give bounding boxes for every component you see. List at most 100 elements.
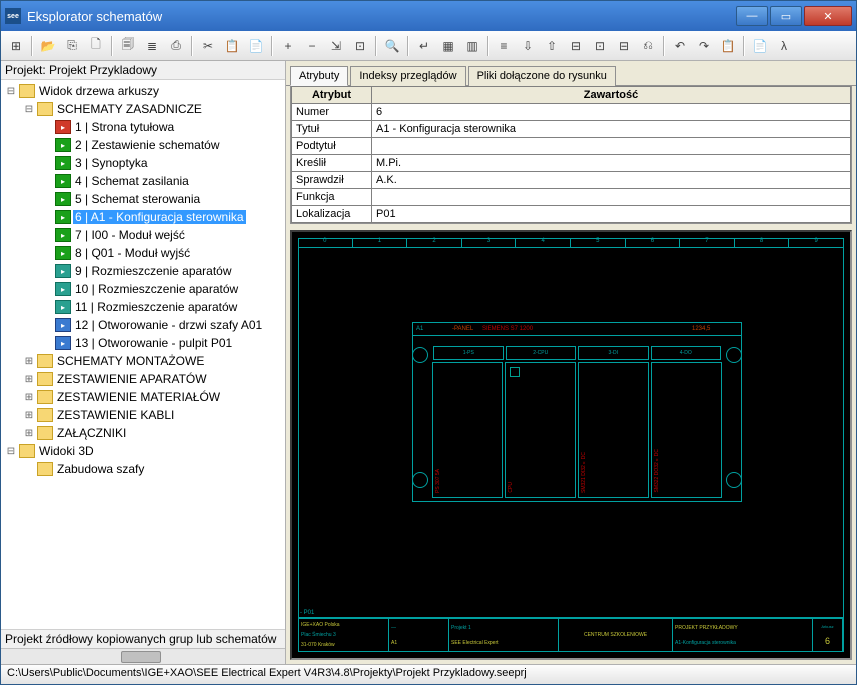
tree-item[interactable]: ▸6 | A1 - Konfiguracja sterownika [1, 208, 285, 226]
h-scrollbar[interactable] [1, 648, 285, 664]
tree-item[interactable]: ⊞ZAŁĄCZNIKI [1, 424, 285, 442]
tree-label: Widok drzewa arkuszy [37, 84, 161, 98]
tree-item[interactable]: ▸4 | Schemat zasilania [1, 172, 285, 190]
toolbar-button[interactable]: ⇧ [541, 35, 563, 57]
attr-key: Kreślił [292, 155, 372, 172]
toolbar-button[interactable]: 📋 [717, 35, 739, 57]
collapse-icon[interactable]: ⊟ [5, 446, 17, 457]
attr-value[interactable]: 6 [372, 104, 851, 121]
attr-row[interactable]: TytułA1 - Konfiguracja sterownika [292, 121, 851, 138]
titlebar[interactable]: see Eksplorator schematów — ▭ ✕ [1, 1, 856, 31]
toolbar-button[interactable]: ⇲ [325, 35, 347, 57]
attr-row[interactable]: KreśliłM.Pi. [292, 155, 851, 172]
tree-item[interactable]: ▸3 | Synoptyka [1, 154, 285, 172]
attr-value[interactable] [372, 138, 851, 155]
toolbar-button[interactable]: − [301, 35, 323, 57]
attr-value[interactable]: M.Pi. [372, 155, 851, 172]
toolbar-button[interactable]: ⎌ [637, 35, 659, 57]
attr-value[interactable]: P01 [372, 206, 851, 223]
tab[interactable]: Atrybuty [290, 66, 348, 86]
toolbar-button[interactable]: ⊡ [349, 35, 371, 57]
toolbar-button[interactable]: ≣ [141, 35, 163, 57]
tree-item[interactable]: ▸1 | Strona tytułowa [1, 118, 285, 136]
toolbar-button[interactable]: ↶ [669, 35, 691, 57]
plc-slot: CPU [505, 362, 576, 498]
tree-item[interactable]: ▸12 | Otworowanie - drzwi szafy A01 [1, 316, 285, 334]
toolbar-button[interactable]: ↷ [693, 35, 715, 57]
drawing-preview[interactable]: 0123456789 A1 -PANEL SIEMENS S7 1200 123… [290, 230, 852, 660]
tree-item[interactable]: ▸10 | Rozmieszczenie aparatów [1, 280, 285, 298]
tree-item[interactable]: ▸8 | Q01 - Moduł wyjść [1, 244, 285, 262]
toolbar-button[interactable]: 📄 [245, 35, 267, 57]
collapse-icon[interactable]: ⊟ [5, 86, 17, 97]
tab[interactable]: Pliki dołączone do rysunku [468, 66, 616, 86]
toolbar-button[interactable]: ↵ [413, 35, 435, 57]
expand-icon[interactable]: ⊞ [23, 428, 35, 439]
tab[interactable]: Indeksy przeglądów [350, 66, 465, 86]
status-bar: C:\Users\Public\Documents\IGE+XAO\SEE El… [1, 664, 856, 684]
expand-icon[interactable]: ⊞ [23, 410, 35, 421]
close-button[interactable]: ✕ [804, 6, 852, 26]
toolbar-button[interactable]: + [277, 35, 299, 57]
toolbar-button[interactable]: λ [773, 35, 795, 57]
maximize-button[interactable]: ▭ [770, 6, 802, 26]
tree-label: 7 | I00 - Moduł wejść [73, 228, 187, 242]
toolbar-button[interactable]: ⊞ [5, 35, 27, 57]
tree-label: 9 | Rozmieszczenie aparatów [73, 264, 234, 278]
tree-view[interactable]: ⊟Widok drzewa arkuszy⊟SCHEMATY ZASADNICZ… [1, 80, 285, 629]
toolbar-button[interactable]: 📂 [37, 35, 59, 57]
tree-item[interactable]: ⊞ ZESTAWIENIE MATERIAŁÓW [1, 388, 285, 406]
toolbar-button[interactable]: ▥ [461, 35, 483, 57]
tree-item[interactable]: ⊞SCHEMATY MONTAŻOWE [1, 352, 285, 370]
tree-item[interactable]: ⊟SCHEMATY ZASADNICZE [1, 100, 285, 118]
tree-item[interactable]: ⊟Widoki 3D [1, 442, 285, 460]
sheet-icon: ▸ [55, 264, 71, 278]
toolbar-button[interactable]: ⇩ [517, 35, 539, 57]
scroll-thumb[interactable] [121, 651, 161, 663]
toolbar-button[interactable]: 🗐 [117, 35, 139, 57]
toolbar-button[interactable]: 🗋 [85, 35, 107, 57]
toolbar-button[interactable]: ⎙ [165, 35, 187, 57]
attr-row[interactable]: Numer6 [292, 104, 851, 121]
expand-icon[interactable]: ⊞ [23, 374, 35, 385]
toolbar-button[interactable]: ✂ [197, 35, 219, 57]
tree-item[interactable]: ⊟ Widok drzewa arkuszy [1, 82, 285, 100]
tree-label: 8 | Q01 - Moduł wyjść [73, 246, 192, 260]
tree-item[interactable]: ▸11 | Rozmieszczenie aparatów [1, 298, 285, 316]
toolbar-button[interactable]: 📋 [221, 35, 243, 57]
attr-row[interactable]: SprawdziłA.K. [292, 172, 851, 189]
toolbar-button[interactable]: ≡ [493, 35, 515, 57]
tree-label: 2 | Zestawienie schematów [73, 138, 222, 152]
tree-item[interactable]: ▸5 | Schemat sterowania [1, 190, 285, 208]
sheet-icon: ▸ [55, 300, 71, 314]
toolbar-button[interactable]: 📄 [749, 35, 771, 57]
collapse-icon[interactable]: ⊟ [23, 104, 35, 115]
toolbar-button[interactable]: ▦ [437, 35, 459, 57]
attr-col-key: Atrybut [292, 87, 372, 104]
attr-row[interactable]: Podtytuł [292, 138, 851, 155]
tree-item[interactable]: ⊞ZESTAWIENIE KABLI [1, 406, 285, 424]
tb-company: IGE+XAO Polska [301, 622, 386, 628]
attr-value[interactable] [372, 189, 851, 206]
expand-icon[interactable]: ⊞ [23, 392, 35, 403]
tree-item[interactable]: ▸13 | Otworowanie - pulpit P01 [1, 334, 285, 352]
tree-item[interactable]: Zabudowa szafy [1, 460, 285, 478]
source-project-label: Projekt źródłowy kopiowanych grup lub sc… [1, 629, 285, 648]
toolbar-button[interactable]: ⊟ [565, 35, 587, 57]
toolbar-button[interactable]: 🔍 [381, 35, 403, 57]
minimize-button[interactable]: — [736, 6, 768, 26]
attr-row[interactable]: Funkcja [292, 189, 851, 206]
attr-row[interactable]: LokalizacjaP01 [292, 206, 851, 223]
tree-label: ZESTAWIENIE MATERIAŁÓW [55, 390, 222, 404]
tree-item[interactable]: ⊞ZESTAWIENIE APARATÓW [1, 370, 285, 388]
tree-item[interactable]: ▸7 | I00 - Moduł wejść [1, 226, 285, 244]
tree-item[interactable]: ▸9 | Rozmieszczenie aparatów [1, 262, 285, 280]
toolbar-button[interactable]: ⊟ [613, 35, 635, 57]
expand-icon[interactable]: ⊞ [23, 356, 35, 367]
attr-value[interactable]: A1 - Konfiguracja sterownika [372, 121, 851, 138]
toolbar-button[interactable]: ⊡ [589, 35, 611, 57]
attr-value[interactable]: A.K. [372, 172, 851, 189]
tree-label: Zabudowa szafy [55, 462, 146, 476]
tree-item[interactable]: ▸2 | Zestawienie schematów [1, 136, 285, 154]
toolbar-button[interactable]: ⎘ [61, 35, 83, 57]
